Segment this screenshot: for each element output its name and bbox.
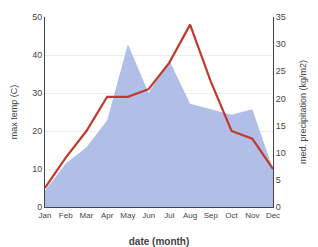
svg-text:15: 15 (276, 121, 286, 131)
svg-text:20: 20 (276, 94, 286, 104)
svg-text:Nov: Nov (245, 211, 259, 220)
svg-text:50: 50 (32, 12, 42, 22)
svg-text:10: 10 (276, 148, 286, 158)
svg-text:0: 0 (37, 202, 42, 212)
svg-text:20: 20 (32, 126, 42, 136)
svg-text:May: May (120, 211, 135, 220)
svg-text:35: 35 (276, 12, 286, 22)
svg-text:Feb: Feb (59, 211, 73, 220)
svg-text:Aug: Aug (183, 211, 197, 220)
svg-text:Jul: Jul (164, 211, 174, 220)
svg-text:5: 5 (276, 175, 281, 185)
svg-text:Mar: Mar (80, 211, 94, 220)
svg-text:0: 0 (276, 202, 281, 212)
svg-text:med. precipitation (kg/m2): med. precipitation (kg/m2) (298, 60, 308, 164)
svg-text:Oct: Oct (225, 211, 238, 220)
svg-text:Sep: Sep (204, 211, 219, 220)
svg-text:Jun: Jun (142, 211, 155, 220)
svg-text:Jan: Jan (39, 211, 52, 220)
svg-text:25: 25 (276, 66, 286, 76)
svg-text:Dec: Dec (266, 211, 280, 220)
svg-text:date (month): date (month) (129, 236, 190, 247)
svg-text:10: 10 (32, 164, 42, 174)
svg-text:40: 40 (32, 50, 42, 60)
svg-text:max temp (C): max temp (C) (9, 85, 19, 140)
svg-text:30: 30 (276, 39, 286, 49)
svg-text:30: 30 (32, 88, 42, 98)
svg-text:Apr: Apr (101, 211, 114, 220)
